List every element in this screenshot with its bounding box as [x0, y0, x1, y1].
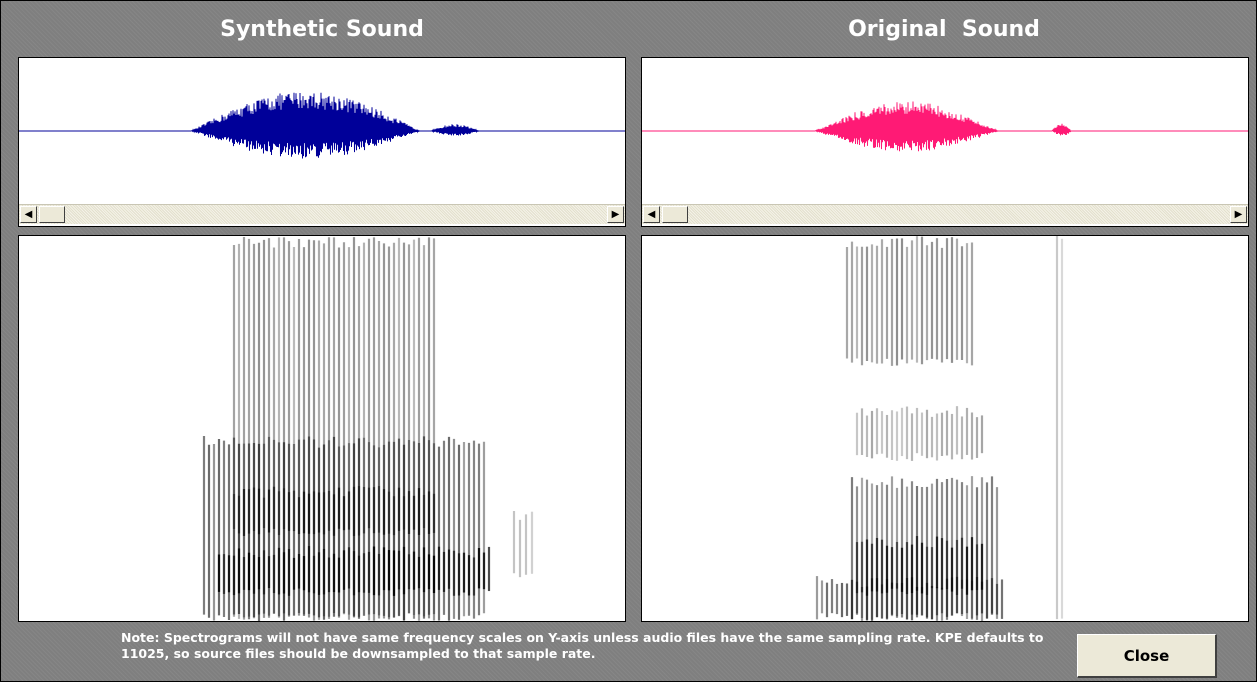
- synthetic-title: Synthetic Sound: [220, 17, 424, 42]
- original-title: Original Sound: [848, 17, 1040, 42]
- original-scroll-left-button[interactable]: ◀: [643, 206, 660, 223]
- synthetic-scrollbar[interactable]: ◀ ▶: [19, 204, 625, 224]
- original-spectrogram-panel: [641, 235, 1249, 622]
- synthetic-scroll-right-button[interactable]: ▶: [607, 206, 624, 223]
- original-waveform: [642, 101, 1248, 152]
- synthetic-scroll-thumb[interactable]: [39, 206, 65, 223]
- original-spectrogram: [815, 236, 1064, 621]
- original-scrollbar[interactable]: ◀ ▶: [642, 204, 1248, 224]
- original-scroll-thumb[interactable]: [662, 206, 688, 223]
- original-waveform-panel: ◀ ▶: [641, 57, 1249, 227]
- sampling-rate-note: Note: Spectrograms will not have same fr…: [121, 630, 1044, 661]
- synthetic-spectrogram-panel: [18, 235, 626, 622]
- original-scroll-right-button[interactable]: ▶: [1230, 206, 1247, 223]
- synthetic-spectrogram: [202, 237, 534, 621]
- close-button[interactable]: Close: [1077, 634, 1217, 678]
- synthetic-scroll-left-button[interactable]: ◀: [20, 206, 37, 223]
- synthetic-waveform: [19, 92, 625, 159]
- synthetic-waveform-panel: ◀ ▶: [18, 57, 626, 227]
